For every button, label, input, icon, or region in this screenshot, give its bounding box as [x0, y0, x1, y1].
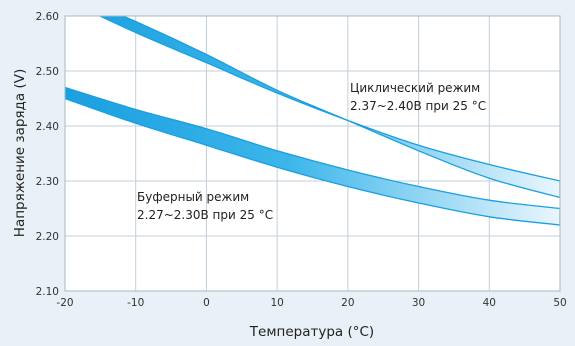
x-tick-label-7: 50: [553, 297, 566, 309]
annotation-cyclic-range: 2.37~2.40В при 25 °C: [350, 99, 486, 113]
y-axis-label: Напряжение заряда (V): [12, 69, 28, 237]
bands: [65, 16, 560, 226]
y-tick-label-5: 2.60: [36, 11, 59, 23]
y-tick-label-1: 2.20: [36, 231, 59, 243]
plot-area: [65, 16, 560, 291]
y-tick-label-0: 2.10: [36, 286, 59, 298]
x-tick-label-4: 20: [341, 297, 354, 309]
x-tick-labels: -20 -10 0 10 20 30 40 50: [56, 297, 566, 309]
x-tick-label-5: 30: [412, 297, 425, 309]
plot-frame: [64, 15, 561, 292]
x-tick-label-6: 40: [483, 297, 496, 309]
y-tick-labels: 2.10 2.20 2.30 2.40 2.50 2.60: [36, 11, 59, 298]
annotation-float-title: Буферный режим: [137, 190, 249, 204]
y-tick-label-4: 2.50: [36, 66, 59, 78]
band-series-0: [98, 16, 560, 199]
annotation-float: Буферный режим 2.27~2.30В при 25 °C: [137, 190, 273, 222]
annotation-cyclic: Циклический режим 2.37~2.40В при 25 °C: [350, 81, 486, 113]
y-tick-label-2: 2.30: [36, 176, 59, 188]
x-tick-label-3: 10: [270, 297, 283, 309]
x-tick-label-2: 0: [203, 297, 210, 309]
annotation-cyclic-title: Циклический режим: [350, 81, 480, 95]
x-axis-label: Температура (°C): [249, 324, 374, 340]
x-tick-label-1: -10: [127, 297, 144, 309]
y-tick-label-3: 2.40: [36, 121, 59, 133]
x-tick-label-0: -20: [56, 297, 73, 309]
annotation-float-range: 2.27~2.30В при 25 °C: [137, 208, 273, 222]
band-series-1: [65, 86, 560, 226]
